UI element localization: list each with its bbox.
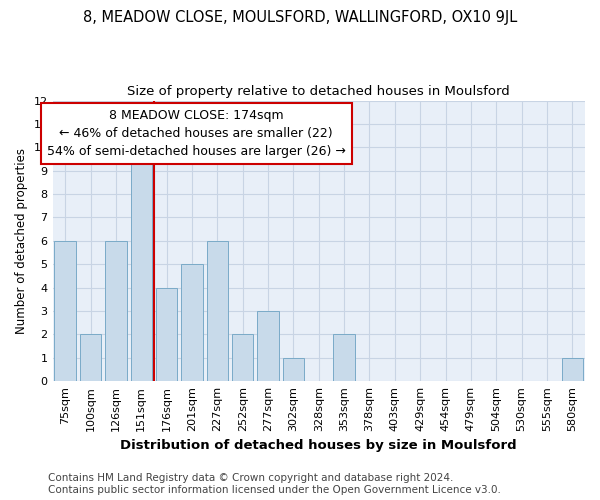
Bar [562,358,583,381]
Bar [334,334,355,381]
Bar [257,311,279,381]
Bar [181,264,203,381]
Bar [232,334,253,381]
Text: 8, MEADOW CLOSE, MOULSFORD, WALLINGFORD, OX10 9JL: 8, MEADOW CLOSE, MOULSFORD, WALLINGFORD,… [83,10,517,25]
Bar [131,148,152,381]
X-axis label: Distribution of detached houses by size in Moulsford: Distribution of detached houses by size … [121,440,517,452]
Bar [283,358,304,381]
Bar [206,241,228,381]
Bar [156,288,178,381]
Bar [80,334,101,381]
Title: Size of property relative to detached houses in Moulsford: Size of property relative to detached ho… [127,85,510,98]
Bar [105,241,127,381]
Text: Contains HM Land Registry data © Crown copyright and database right 2024.
Contai: Contains HM Land Registry data © Crown c… [48,474,501,495]
Bar [55,241,76,381]
Y-axis label: Number of detached properties: Number of detached properties [15,148,28,334]
Text: 8 MEADOW CLOSE: 174sqm
← 46% of detached houses are smaller (22)
54% of semi-det: 8 MEADOW CLOSE: 174sqm ← 46% of detached… [47,109,346,158]
